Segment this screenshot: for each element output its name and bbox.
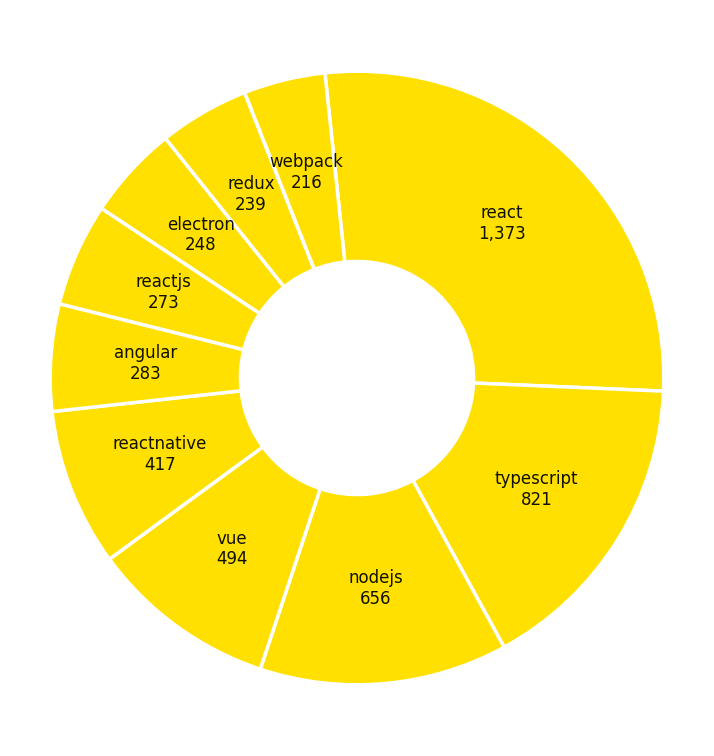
Wedge shape	[109, 447, 321, 669]
Text: typescript
821: typescript 821	[495, 470, 578, 510]
Text: reactnative
417: reactnative 417	[113, 435, 207, 474]
Text: nodejs
656: nodejs 656	[348, 569, 403, 609]
Wedge shape	[325, 71, 664, 391]
Text: webpack
216: webpack 216	[270, 153, 343, 192]
Wedge shape	[50, 304, 244, 411]
Text: react
1,373: react 1,373	[478, 204, 526, 243]
Wedge shape	[166, 92, 314, 287]
Wedge shape	[245, 73, 345, 270]
Text: redux
239: redux 239	[227, 175, 275, 214]
Wedge shape	[260, 480, 504, 685]
Wedge shape	[413, 383, 663, 647]
Text: vue
494: vue 494	[216, 530, 248, 569]
Text: reactjs
273: reactjs 273	[136, 273, 191, 312]
Wedge shape	[59, 208, 260, 350]
Wedge shape	[101, 138, 284, 314]
Wedge shape	[52, 391, 263, 559]
Text: angular
283: angular 283	[114, 344, 177, 383]
Text: electron
248: electron 248	[167, 215, 235, 255]
